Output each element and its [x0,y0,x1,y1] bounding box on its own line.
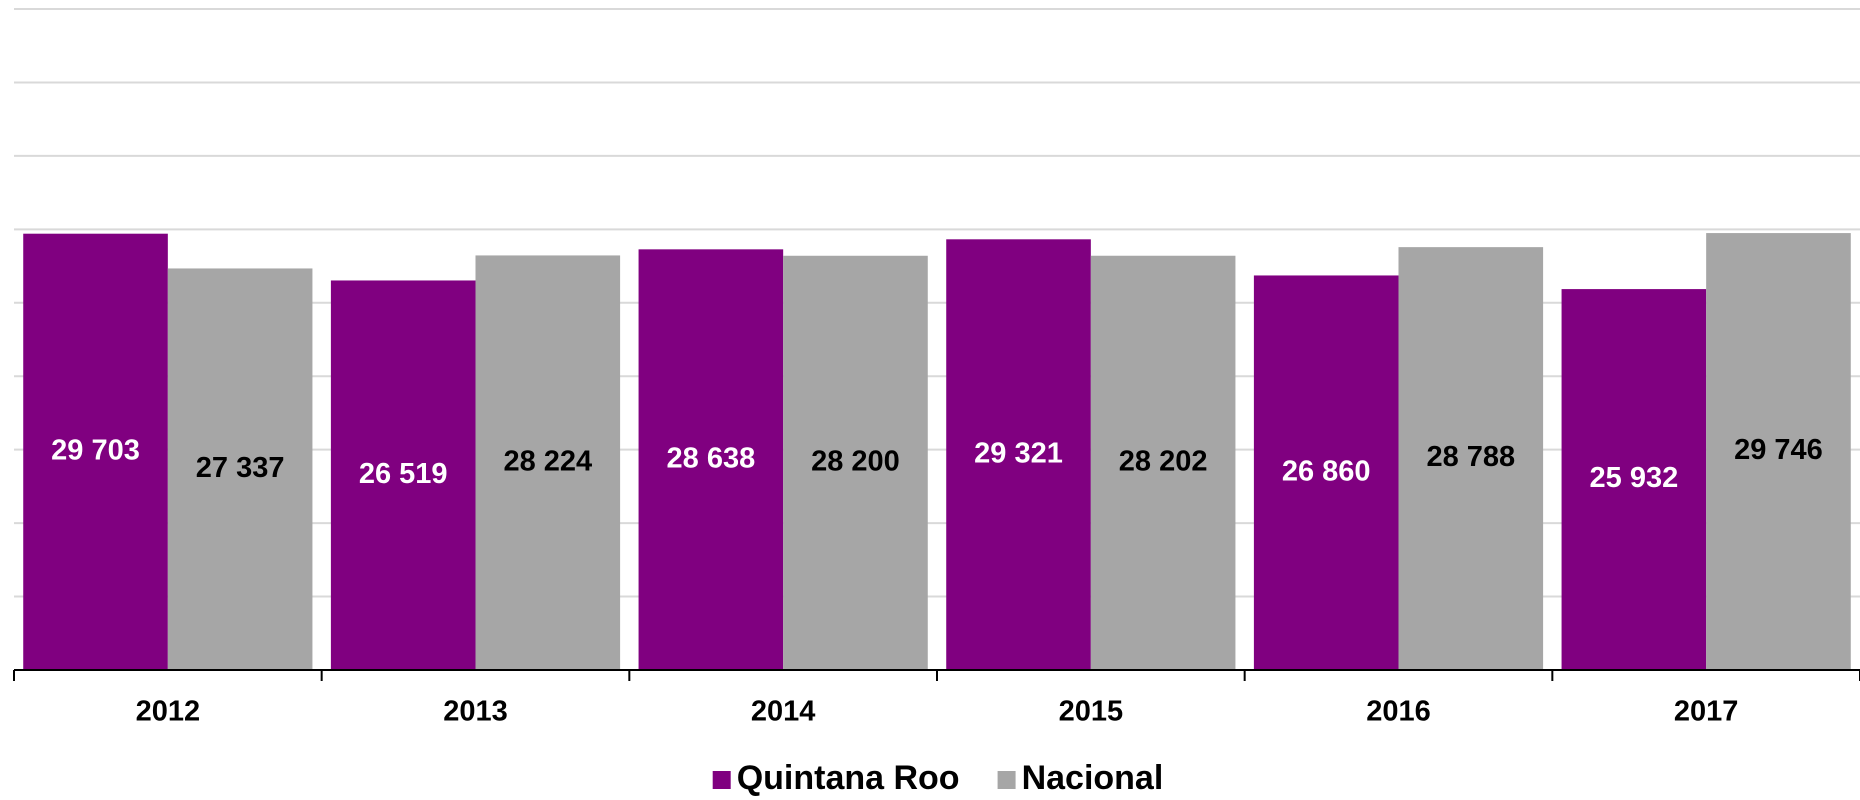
bar [638,249,784,670]
value-label: 26 519 [359,458,448,490]
value-label: 28 202 [1119,446,1208,478]
legend-item: Quintana Roo [712,759,960,797]
x-tick-label: 2017 [1674,696,1739,728]
value-label: 29 321 [974,437,1063,469]
bar [330,280,476,670]
legend-label: Quintana Roo [737,759,960,797]
bar [475,255,621,670]
bar [167,268,313,670]
bar [946,239,1091,671]
bar [23,233,168,671]
value-label: 28 638 [667,442,756,474]
bar [1253,275,1399,670]
legend-swatch [997,771,1016,789]
bar [1706,233,1851,670]
legend-label: Nacional [1022,759,1164,797]
value-label: 28 224 [503,445,592,477]
x-tick-label: 2012 [136,696,201,728]
x-tick-label: 2016 [1366,696,1431,728]
value-label: 26 860 [1282,455,1371,487]
value-label: 29 746 [1734,434,1823,466]
value-label: 29 703 [51,435,140,467]
legend-swatch [712,771,731,789]
bar [1561,289,1707,670]
bar [783,255,928,671]
x-tick-label: 2015 [1059,696,1124,728]
value-label: 27 337 [196,452,285,484]
bar [1398,247,1544,670]
value-label: 28 788 [1426,441,1515,473]
x-tick-label: 2013 [443,696,508,728]
value-label: 28 200 [811,446,900,478]
legend-item: Nacional [997,759,1164,797]
x-tick-label: 2014 [751,696,816,728]
value-label: 25 932 [1590,462,1679,494]
bar [1090,255,1236,670]
